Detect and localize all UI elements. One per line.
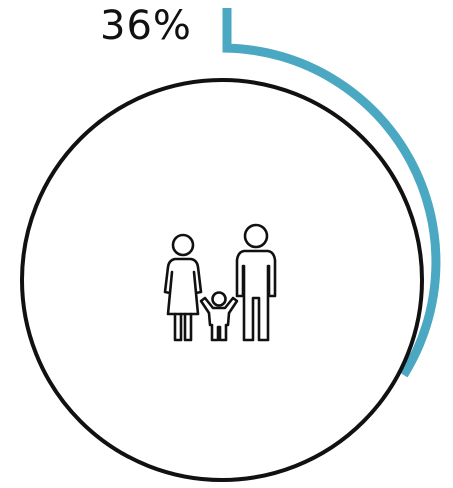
main-circle <box>20 78 424 482</box>
woman-figure-icon <box>163 233 203 342</box>
progress-arc <box>222 8 441 378</box>
family-icon <box>163 223 277 342</box>
child-figure-icon <box>199 291 239 342</box>
percent-label: 36% <box>100 3 192 49</box>
man-figure-icon <box>235 223 277 342</box>
